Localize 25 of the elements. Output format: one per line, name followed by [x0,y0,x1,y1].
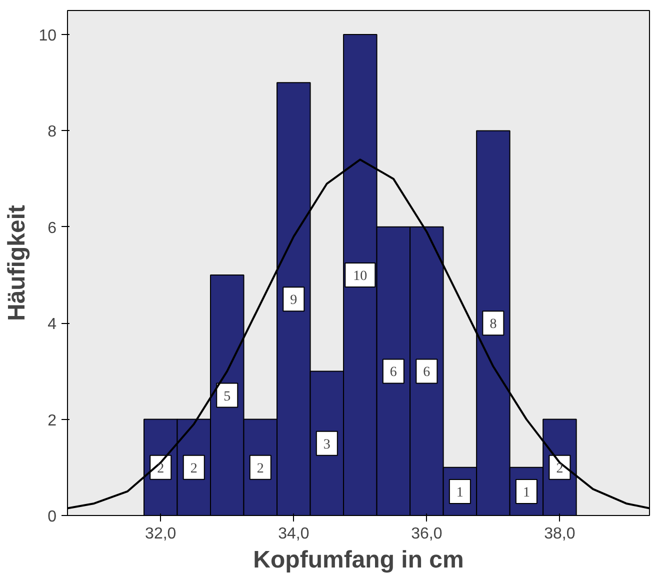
data-label: 2 [256,461,264,476]
data-label: 1 [456,485,464,500]
y-axis-title: Häufigkeit [4,204,31,322]
data-label: 1 [522,485,530,500]
x-axis-title: Kopfumfang in cm [253,546,464,574]
data-label: 10 [353,269,368,284]
x-tick-label: 38,0 [544,526,576,542]
data-label: 2 [190,461,198,476]
y-tick-label: 0 [48,508,57,526]
x-tick-label: 34,0 [278,526,310,542]
data-label: 9 [290,293,298,308]
y-tick-label: 2 [48,412,57,430]
data-label: 6 [390,365,397,380]
data-label: 2 [556,461,564,476]
x-tick-label: 32,0 [145,526,176,542]
data-label: 6 [423,365,430,380]
y-tick-label: 10 [38,28,57,45]
x-tick-label: 36,0 [411,526,442,542]
data-label: 2 [157,461,164,476]
data-label: 8 [490,317,497,332]
y-tick-label: 6 [48,220,57,237]
data-label: 5 [224,389,231,404]
y-tick-label: 4 [48,316,57,334]
y-tick-label: 8 [48,124,57,141]
data-label: 3 [323,437,330,452]
